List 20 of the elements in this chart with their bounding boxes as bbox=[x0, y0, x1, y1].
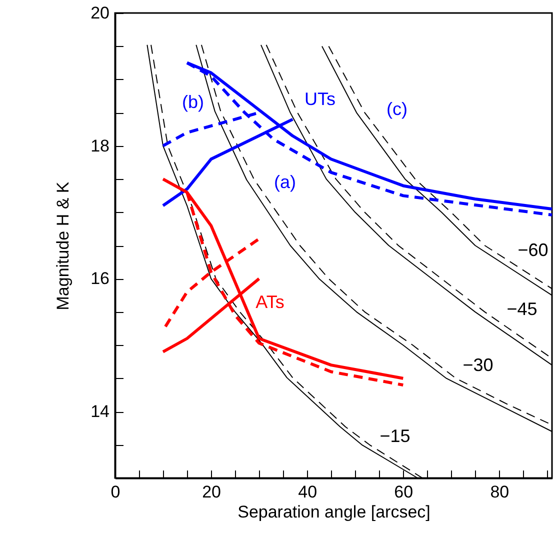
x-axis-title: Separation angle [arcsec] bbox=[238, 502, 430, 522]
annotation: ATs bbox=[256, 292, 284, 312]
y-tick-label: 14 bbox=[90, 402, 110, 422]
x-tick-label: 80 bbox=[490, 482, 510, 502]
annotation: −45 bbox=[506, 299, 538, 319]
x-tick-label: 60 bbox=[394, 482, 414, 502]
y-tick-label: 18 bbox=[90, 136, 110, 156]
annotation: −15 bbox=[380, 426, 410, 446]
x-tick-label: 20 bbox=[202, 482, 222, 502]
annotation: −30 bbox=[462, 355, 494, 375]
y-axis-title: Magnitude H & K bbox=[54, 181, 73, 310]
x-tick-label: 40 bbox=[298, 482, 318, 502]
y-tick-label: 20 bbox=[90, 4, 110, 22]
annotation: −60 bbox=[518, 240, 548, 260]
x-tick-label: 0 bbox=[110, 482, 120, 502]
y-tick-label: 16 bbox=[90, 269, 110, 288]
annotation: (c) bbox=[386, 99, 408, 119]
annotation: (a) bbox=[274, 172, 296, 192]
annotation: UTs bbox=[304, 89, 336, 109]
annotation: (b) bbox=[182, 92, 204, 112]
